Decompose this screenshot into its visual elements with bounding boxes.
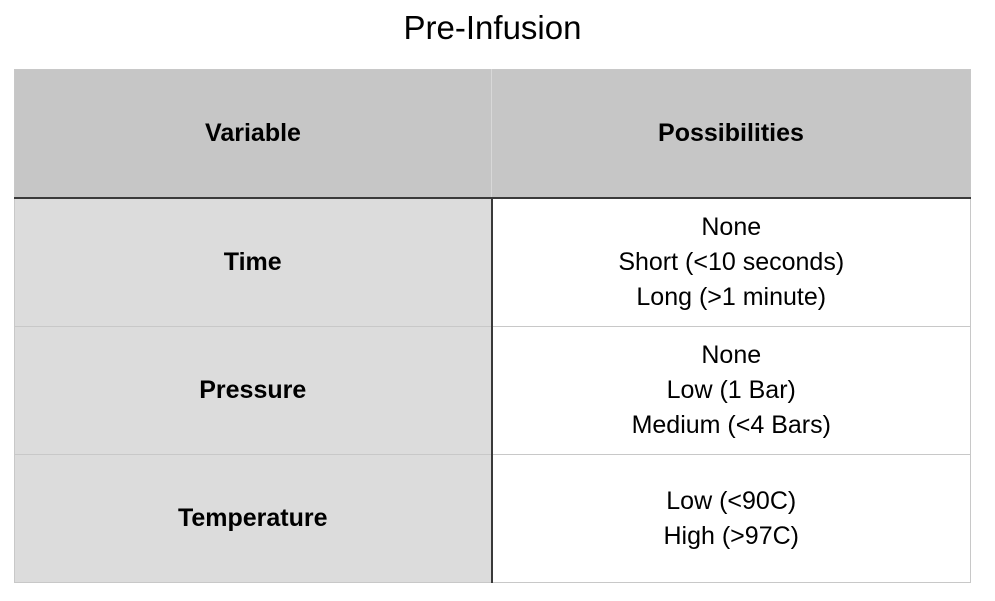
- variable-cell-pressure: Pressure: [14, 326, 493, 455]
- option-item: Low (1 Bar): [666, 376, 796, 404]
- possibilities-column-header: Possibilities: [491, 69, 971, 199]
- option-item: Long (>1 minute): [636, 283, 827, 311]
- option-item: None: [701, 341, 762, 369]
- option-item: Low (<90C): [666, 486, 797, 515]
- table-row-pressure: Pressure None Low (1 Bar) Medium (<4 Bar…: [14, 326, 971, 455]
- table-row-temperature: Temperature Low (<90C) High (>97C): [14, 454, 971, 583]
- possibilities-cell-time: None Short (<10 seconds) Long (>1 minute…: [491, 197, 971, 327]
- table-row-time: Time None Short (<10 seconds) Long (>1 m…: [14, 197, 971, 327]
- pre-infusion-table: Variable Possibilities Time None Short (…: [14, 69, 971, 583]
- table-header-row: Variable Possibilities: [14, 69, 971, 199]
- option-item: Medium (<4 Bars): [631, 411, 831, 439]
- option-item: Short (<10 seconds): [618, 248, 845, 276]
- option-item: High (>97C): [663, 521, 799, 550]
- possibilities-cell-temperature: Low (<90C) High (>97C): [491, 454, 971, 583]
- variable-column-header: Variable: [14, 69, 492, 199]
- option-item: None: [701, 213, 762, 241]
- page-title: Pre-Infusion: [403, 9, 582, 46]
- variable-cell-temperature: Temperature: [14, 454, 493, 583]
- variable-cell-time: Time: [14, 197, 493, 327]
- possibilities-cell-pressure: None Low (1 Bar) Medium (<4 Bars): [491, 326, 971, 455]
